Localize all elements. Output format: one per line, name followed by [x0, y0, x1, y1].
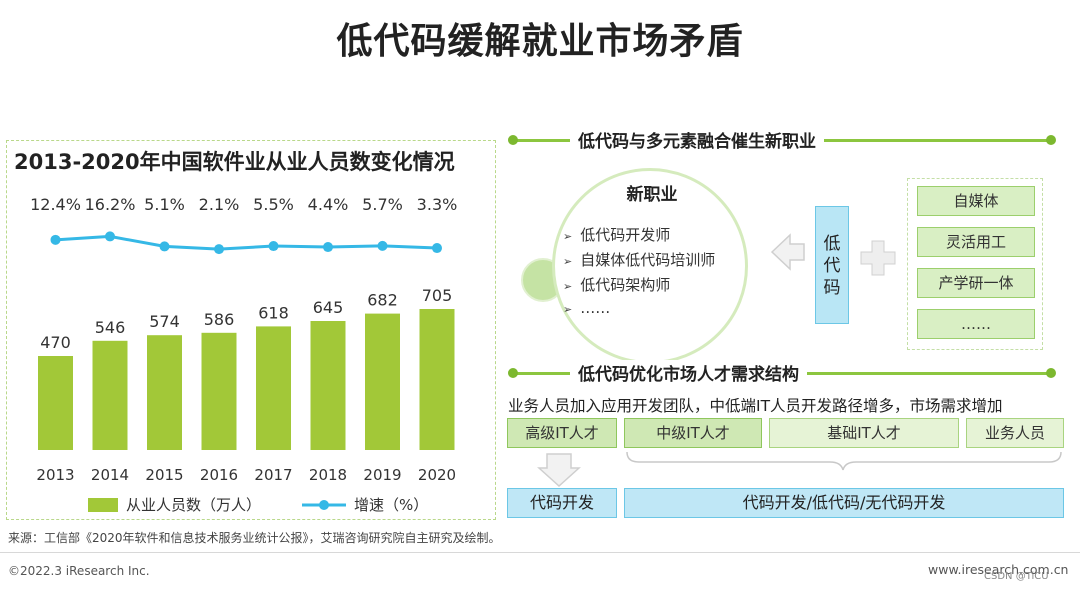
job-item: ➢ 低代码架构师 — [563, 274, 670, 295]
bar — [365, 313, 400, 450]
dev-modern: 代码开发/低代码/无代码开发 — [624, 488, 1064, 518]
growth-value-label: 12.4% — [30, 195, 81, 214]
bar — [310, 321, 346, 450]
watermark: CSDN @TiCU — [984, 571, 1049, 582]
level-mid-it: 中级IT人才 — [624, 418, 762, 448]
bar — [92, 340, 128, 450]
tags-panel — [907, 178, 1043, 350]
legend-line-label: 增速（%） — [354, 496, 428, 514]
arrow-bullet-icon: ➢ — [563, 230, 573, 243]
growth-value-label: 5.5% — [253, 195, 294, 214]
x-tick-label: 2014 — [91, 466, 129, 484]
legend-bar-swatch — [88, 498, 118, 512]
bar-value-label: 546 — [95, 318, 126, 337]
growth-value-label: 5.7% — [362, 195, 403, 214]
growth-point — [159, 241, 170, 252]
arrow-bullet-icon: ➢ — [563, 255, 573, 268]
bar-value-label: 618 — [258, 303, 289, 322]
bar — [256, 326, 291, 450]
employment-chart: 470 2013 546 2014 574 2015 586 2016 618 2017 645 20… — [30, 195, 458, 514]
growth-value-label: 5.1% — [144, 195, 185, 214]
job-item: ➢ …… — [563, 299, 610, 317]
bar — [201, 332, 237, 450]
tag-box: 自媒体 — [917, 186, 1035, 216]
section1-title: 低代码与多元素融合催生新职业 — [570, 127, 824, 152]
bar-value-label: 682 — [367, 291, 398, 310]
level-basic-it: 基础IT人才 — [769, 418, 959, 448]
growth-value-label: 2.1% — [199, 195, 240, 214]
section2-left-dot — [508, 368, 518, 378]
lowcode-char: 码 — [823, 278, 841, 298]
lowcode-char: 代 — [823, 256, 841, 276]
page-title: 低代码缓解就业市场矛盾 — [336, 21, 744, 62]
new-jobs-circle — [552, 168, 748, 364]
growth-point — [268, 241, 279, 252]
growth-point — [105, 231, 115, 242]
bar-value-label: 470 — [40, 333, 71, 352]
section2-right-dot — [1046, 368, 1056, 378]
lowcode-box: 低 代 码 — [815, 206, 849, 324]
x-tick-label: 2017 — [254, 466, 292, 484]
bar — [38, 356, 73, 450]
section1-left-dot — [508, 135, 518, 145]
dev-traditional: 代码开发 — [507, 488, 617, 518]
tag-box: 产学研一体 — [917, 268, 1035, 298]
tag-box: 灵活用工 — [917, 227, 1035, 257]
x-tick-label: 2019 — [363, 466, 401, 484]
section2-header: 低代码优化市场人才需求结构 — [508, 360, 1056, 385]
job-item-label: …… — [580, 299, 611, 317]
job-item-label: 低代码开发师 — [580, 226, 671, 244]
x-tick-label: 2018 — [309, 466, 347, 484]
growth-value-label: 16.2% — [85, 195, 136, 214]
left-arrow-icon — [770, 233, 805, 271]
bar — [419, 309, 455, 450]
section1-right-dot — [1046, 135, 1056, 145]
level-senior-it: 高级IT人才 — [507, 418, 617, 448]
x-tick-label: 2013 — [36, 466, 74, 484]
x-tick-label: 2015 — [145, 466, 183, 484]
bar-value-label: 645 — [313, 298, 344, 317]
job-item: ➢ 低代码开发师 — [563, 224, 670, 245]
growth-value-label: 3.3% — [417, 195, 458, 214]
growth-point — [323, 242, 333, 253]
legend-bar-label: 从业人员数（万人） — [126, 496, 261, 514]
lowcode-char: 低 — [823, 234, 841, 254]
x-tick-label: 2016 — [200, 466, 238, 484]
level-business: 业务人员 — [966, 418, 1064, 448]
tag-box: …… — [917, 309, 1035, 339]
copyright: ©2022.3 iResearch Inc. — [8, 564, 150, 578]
bar-value-label: 705 — [422, 286, 453, 305]
bar-value-label: 574 — [149, 312, 180, 331]
growth-line — [55, 234, 438, 251]
bar — [147, 335, 182, 450]
growth-point — [214, 244, 224, 255]
site-url[interactable]: www.iresearch.com.cn — [928, 562, 1069, 577]
arrow-bullet-icon: ➢ — [563, 303, 573, 316]
legend-line-marker — [319, 500, 329, 510]
job-item-label: 低代码架构师 — [580, 276, 671, 294]
job-item: ➢ 自媒体低代码培训师 — [563, 249, 715, 270]
growth-point — [50, 234, 61, 245]
growth-point — [432, 243, 442, 254]
structure-description: 业务人员加入应用开发团队，中低端IT人员开发路径增多，市场需求增加 — [508, 397, 1003, 415]
plus-icon — [860, 240, 896, 276]
job-item-label: 自媒体低代码培训师 — [580, 251, 716, 269]
new-jobs-title: 新职业 — [626, 185, 678, 205]
footer-divider — [0, 552, 1080, 553]
brace-icon — [626, 451, 1062, 471]
down-arrow-icon — [537, 453, 581, 488]
growth-point — [377, 240, 388, 251]
x-tick-label: 2020 — [418, 466, 456, 484]
source-note: 来源：工信部《2020年软件和信息技术服务业统计公报》，艾瑞咨询研究院自主研究及… — [8, 531, 501, 545]
chart-title: 2013-2020年中国软件业从业人员数变化情况 — [14, 150, 455, 174]
arrow-bullet-icon: ➢ — [563, 280, 573, 293]
chart-panel — [6, 140, 496, 520]
section1-header: 低代码与多元素融合催生新职业 — [508, 127, 1056, 152]
growth-value-label: 4.4% — [308, 195, 349, 214]
section2-title: 低代码优化市场人才需求结构 — [570, 360, 807, 385]
bar-value-label: 586 — [204, 310, 235, 329]
